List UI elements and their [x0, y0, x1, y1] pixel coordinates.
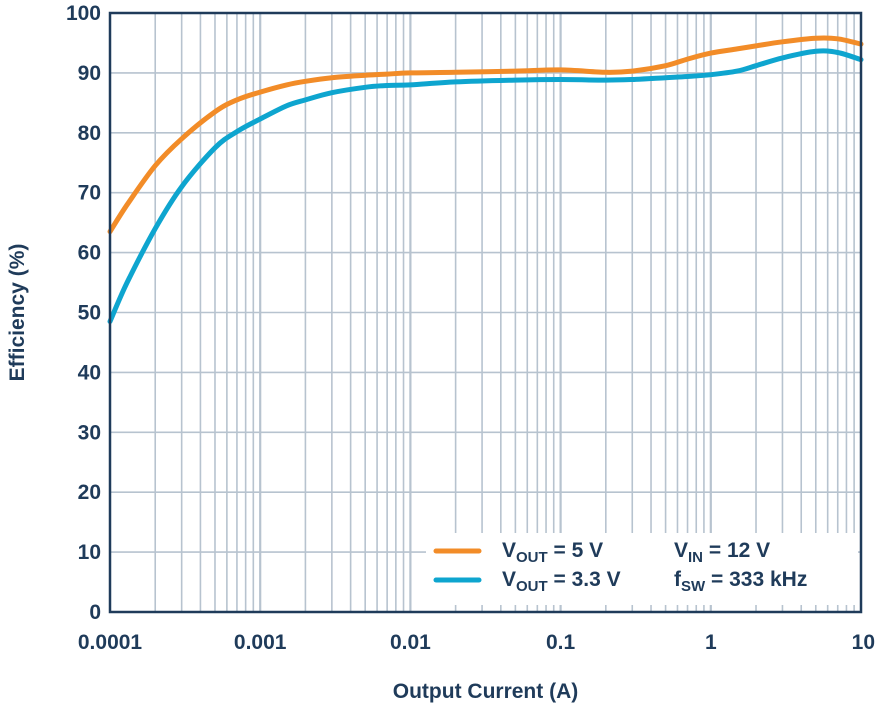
y-tick-label: 20: [78, 481, 101, 504]
x-tick-label: 0.0001: [78, 631, 143, 654]
x-tick-label: 0.1: [546, 631, 576, 654]
y-tick-label: 70: [78, 182, 101, 205]
y-tick-label: 50: [78, 302, 101, 325]
x-tick-label: 0.001: [234, 631, 287, 654]
annotation-vin: VIN = 12 V: [674, 539, 770, 566]
y-tick-label: 90: [78, 62, 101, 85]
y-tick-label: 0: [89, 601, 101, 624]
y-tick-label: 80: [78, 122, 101, 145]
series-lines: [107, 35, 864, 324]
legend-background: [426, 533, 858, 605]
y-axis-ticks: 0 10 20 30 40 50 60 70 80 90 100: [66, 2, 101, 624]
y-axis-label: Efficiency (%): [6, 244, 29, 382]
series-line-0: [107, 35, 864, 235]
x-tick-label: 0.01: [390, 631, 431, 654]
legend: VOUT = 5 V VOUT = 3.3 V VIN = 12 V fSW =…: [426, 533, 858, 605]
x-axis-ticks: 0.0001 0.001 0.01 0.1 1 10: [78, 631, 875, 654]
x-axis-label: Output Current (A): [393, 680, 578, 703]
y-tick-label: 30: [78, 421, 101, 444]
x-tick-label: 10: [852, 631, 875, 654]
legend-label-vout-3v3: VOUT = 3.3 V: [502, 568, 621, 595]
y-tick-label: 10: [78, 541, 101, 564]
y-tick-label: 60: [78, 242, 101, 265]
legend-label-vout-5v: VOUT = 5 V: [502, 539, 603, 566]
annotation-fsw: fSW = 333 kHz: [674, 568, 807, 595]
x-tick-label: 1: [705, 631, 717, 654]
y-tick-label: 100: [66, 2, 101, 25]
series-line-1: [107, 48, 864, 324]
grid: [110, 13, 861, 612]
plot-frame: [108, 11, 863, 614]
y-tick-label: 40: [78, 361, 101, 384]
